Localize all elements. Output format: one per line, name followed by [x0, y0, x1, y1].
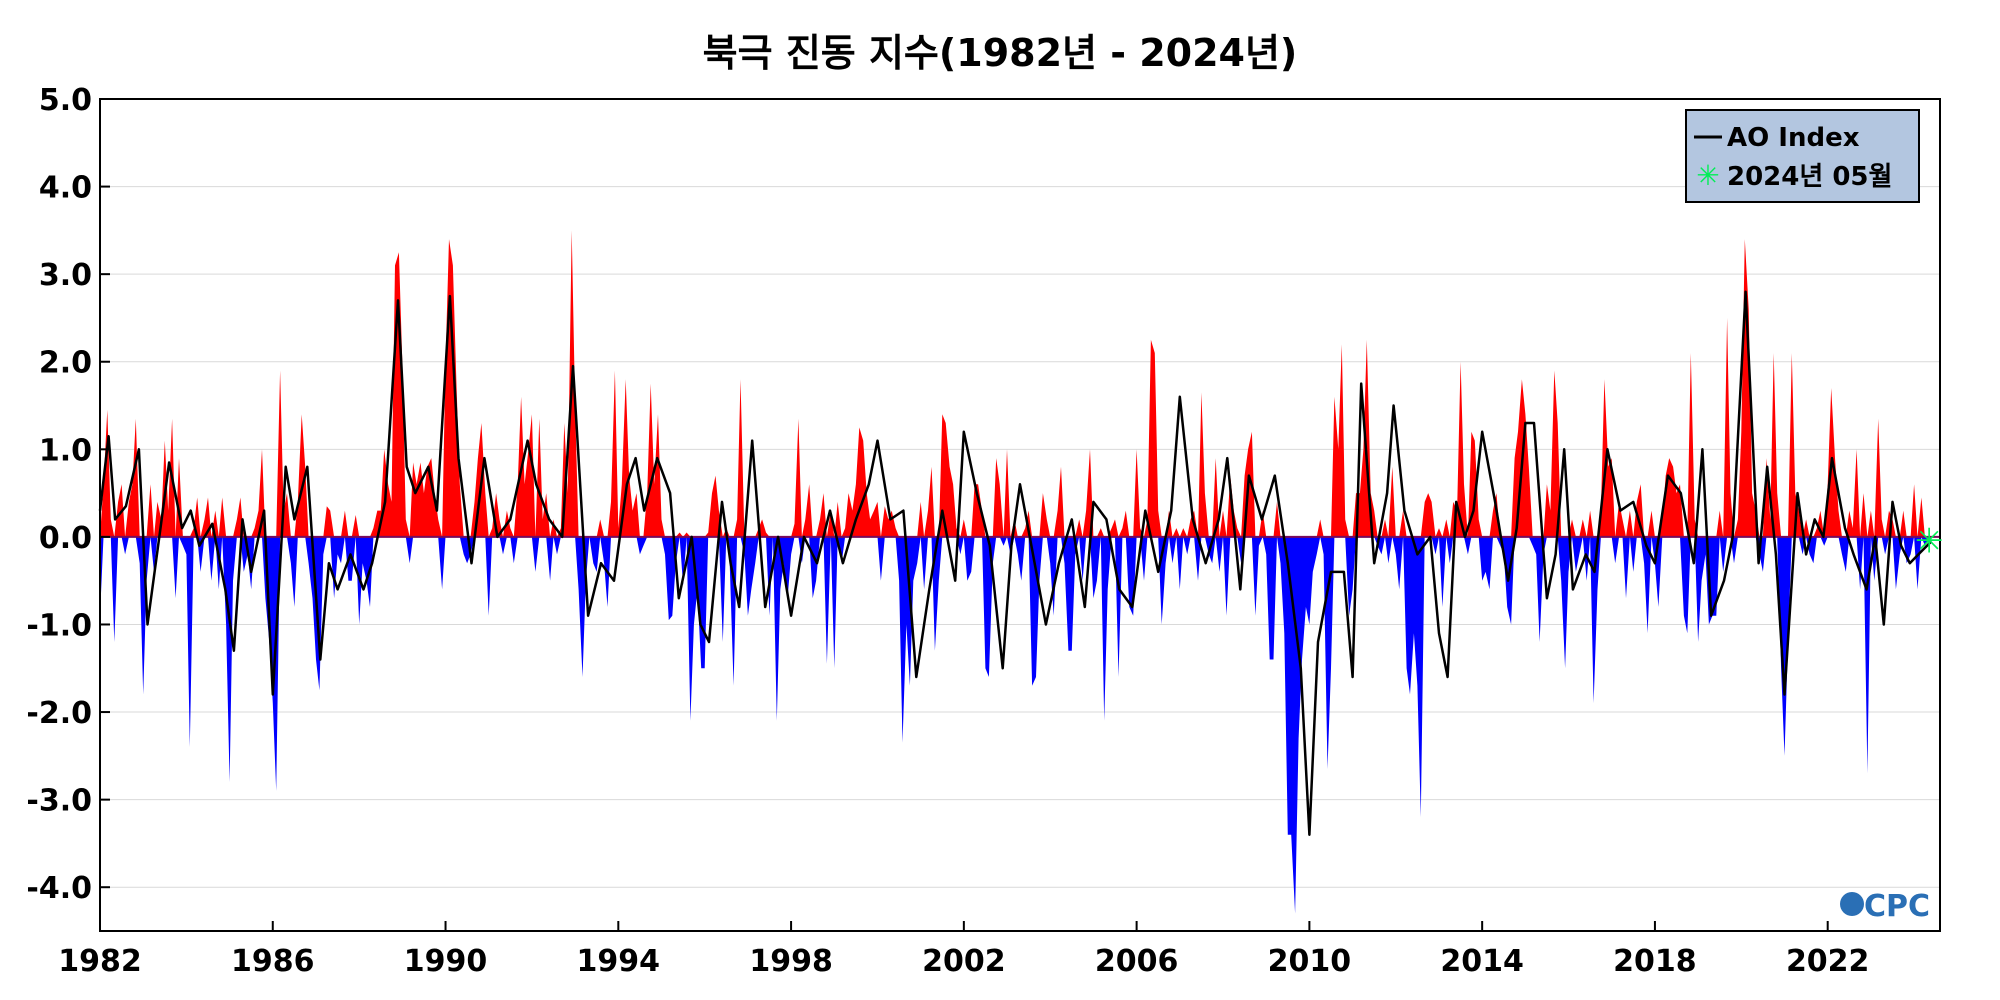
legend-label-ao-index: AO Index — [1727, 123, 1860, 153]
y-tick-label: 2.0 — [39, 346, 92, 381]
cpc-logo-text: CPC — [1864, 889, 1930, 924]
area-fill — [100, 230, 1929, 914]
x-tick-label: 1990 — [404, 944, 488, 979]
legend-label-latest: 2024년 05월 — [1727, 162, 1892, 192]
x-tick-label: 2014 — [1440, 944, 1524, 979]
y-tick-label: 3.0 — [39, 258, 92, 293]
y-tick-label: -3.0 — [26, 784, 92, 819]
latest-marker-layer: ✳ — [1915, 521, 1944, 561]
cpc-logo: CPC — [1840, 889, 1930, 924]
positive-area — [100, 230, 1929, 537]
x-tick-label: 1998 — [749, 944, 833, 979]
x-tick-label: 2006 — [1095, 944, 1179, 979]
x-tick-label: 2010 — [1268, 944, 1352, 979]
y-tick-label: 1.0 — [39, 433, 92, 468]
y-tick-label: -2.0 — [26, 696, 92, 731]
y-tick-label: 4.0 — [39, 171, 92, 206]
legend: AO Index ✳ 2024년 05월 — [1685, 109, 1920, 203]
latest-value-marker: ✳ — [1915, 521, 1944, 561]
y-tick-label: 5.0 — [39, 83, 92, 118]
cpc-logo-globe-icon — [1840, 892, 1864, 916]
ao-index-line-layer — [98, 290, 1933, 836]
plot-frame — [99, 98, 1941, 932]
negative-area — [100, 536, 1929, 914]
x-tick-label: 2018 — [1613, 944, 1697, 979]
y-tick-label: 0.0 — [39, 521, 92, 556]
x-tick-label: 1982 — [58, 944, 142, 979]
x-tick-label: 1986 — [231, 944, 315, 979]
x-axis-ticks: 1982 1986 1990 1994 1998 2002 2006 2010 2014 2018… — [58, 921, 1869, 979]
x-tick-label: 1994 — [577, 944, 661, 979]
y-tick-label: -1.0 — [26, 608, 92, 643]
x-tick-label: 2022 — [1786, 944, 1870, 979]
y-axis-ticks: 5.0 4.0 3.0 2.0 1.0 0.0 -1.0 -2.0 -3.0 -4.0 — [26, 83, 110, 906]
ao-index-line — [98, 290, 1933, 836]
y-tick-label: -4.0 — [26, 871, 92, 906]
legend-marker-swatch: ✳ — [1696, 159, 1719, 192]
chart-title: 북극 진동 지수(1982년 - 2024년) — [703, 31, 1298, 75]
legend-box — [1685, 109, 1920, 203]
x-tick-label: 2002 — [922, 944, 1006, 979]
